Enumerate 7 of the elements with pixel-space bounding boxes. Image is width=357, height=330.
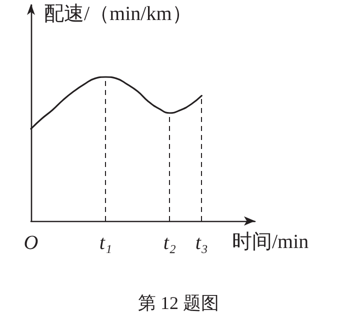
x-tick-label: t₁ (99, 232, 112, 254)
x-tick-label: t₂ (163, 232, 176, 254)
x-tick-label: O (24, 232, 38, 254)
x-axis-title: 时间/min (232, 231, 309, 253)
text: 第 12 题图 (138, 293, 219, 313)
x-tick-label: t₃ (195, 232, 208, 254)
y-axis-title: 配速/（min/km） (44, 3, 192, 25)
